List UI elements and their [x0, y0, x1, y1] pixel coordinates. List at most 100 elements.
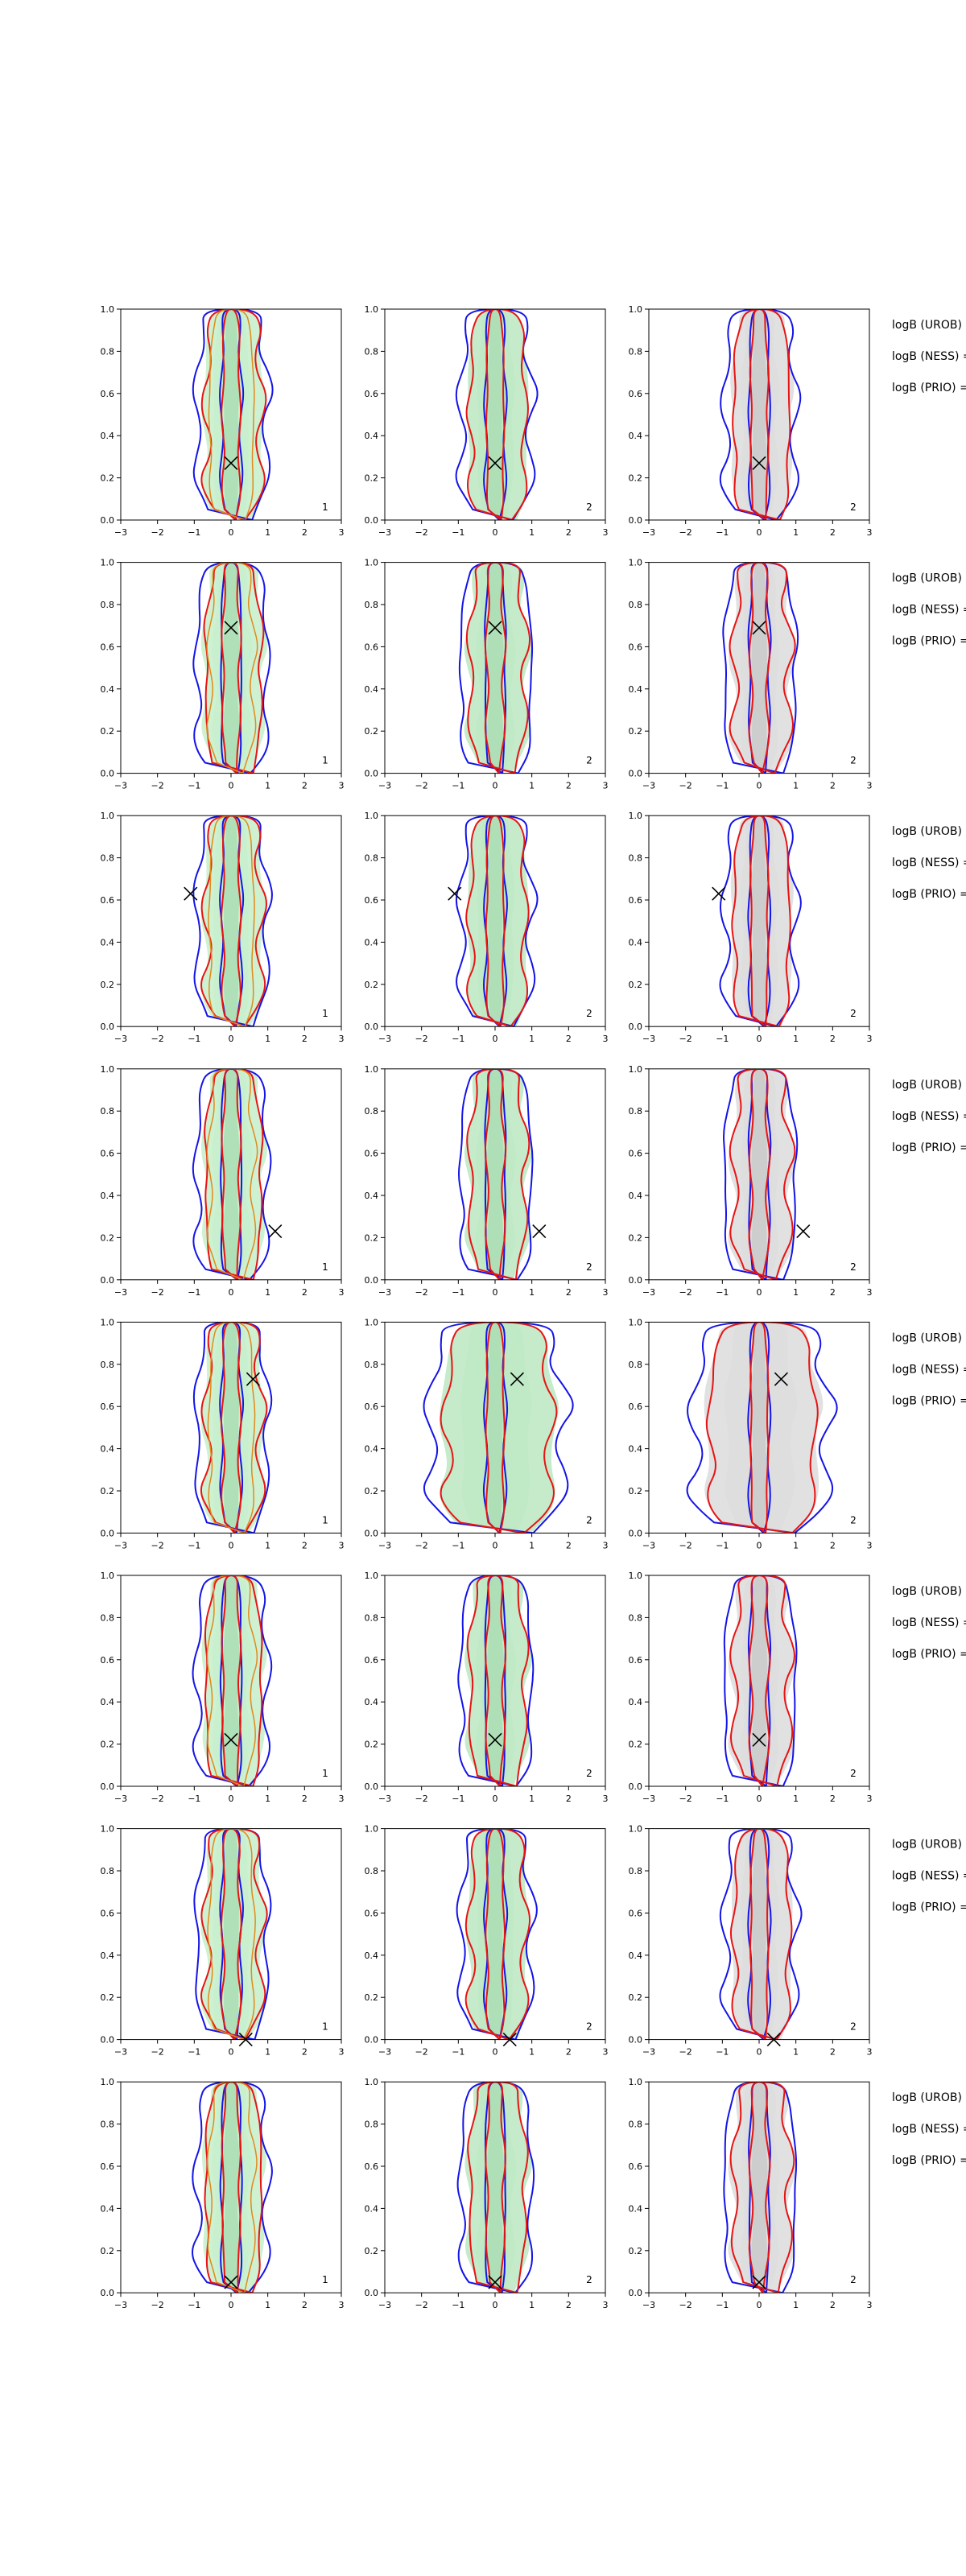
x-tick-label: −1 [188, 2047, 200, 2058]
x-tick-label: 0 [229, 2047, 234, 2058]
y-tick-label: 0.4 [365, 937, 379, 947]
y-tick-label: 0.8 [101, 600, 115, 610]
panel-r8-c3: −3 −2 −1 0 1 2 3 0.0 0.2 0.4 0.6 0.8 1.0 2 [629, 2077, 873, 2310]
y-tick-label: 0.2 [629, 1486, 643, 1496]
side-label: logB (UROB) = [892, 1079, 966, 1092]
contour-red-inner [485, 1575, 507, 1786]
x-tick-label: 0 [757, 781, 762, 791]
contour-orange [208, 815, 255, 1027]
y-tick-label: 0.6 [101, 1149, 115, 1159]
contours [192, 815, 273, 1027]
x-tick-label: −1 [716, 2300, 729, 2310]
contour-red-outer [465, 309, 529, 520]
x-tick-label: 1 [265, 527, 270, 538]
x-tick-label: 2 [302, 1794, 308, 1804]
y-tick-label: 0.2 [101, 1992, 115, 2003]
y-tick-label: 1.0 [365, 1571, 379, 1581]
y-tick-label: 0.4 [365, 1191, 379, 1201]
y-tick-label: 0.6 [629, 895, 643, 906]
panel-r5-c1: −3 −2 −1 0 1 2 3 0.0 0.2 0.4 0.6 0.8 1.0 1 [101, 1317, 345, 1550]
y-tick-label: 0.2 [101, 473, 115, 484]
contour-red-outer [465, 562, 531, 774]
contour-orange [207, 1322, 256, 1534]
y-tick-label: 1.0 [365, 558, 379, 568]
x-tick-label: −1 [188, 1034, 200, 1044]
y-tick-label: 0.8 [365, 1106, 379, 1117]
y-tick-label: 0.4 [365, 1697, 379, 1707]
y-tick-label: 0.0 [101, 2288, 115, 2298]
side-label: logB (UROB) = [892, 1585, 966, 1598]
side-label: logB (PRIO) = [892, 382, 966, 394]
contour-red-outer [729, 1068, 796, 1280]
contour-red-inner [221, 2082, 242, 2293]
side-label: logB (PRIO) = [892, 1901, 966, 1914]
x-tick-label: 0 [493, 1287, 498, 1298]
panel-r8-c1: −3 −2 −1 0 1 2 3 0.0 0.2 0.4 0.6 0.8 1.0 1 [101, 2077, 345, 2310]
density-fill-core [751, 562, 768, 774]
contour-red-inner [485, 1828, 506, 2040]
marker-x [488, 456, 502, 470]
side-label: logB (NESS) = [892, 1363, 966, 1376]
y-tick-label: 0.4 [629, 1697, 643, 1707]
x-tick-label: 2 [566, 527, 572, 538]
x-tick-label: 3 [339, 781, 345, 791]
contour-red-inner [221, 1575, 242, 1786]
x-tick-label: 3 [339, 1034, 345, 1044]
y-tick-label: 0.6 [629, 1908, 643, 1918]
marker-x [488, 1732, 502, 1747]
x-tick-label: 0 [757, 527, 762, 538]
y-tick-label: 0.6 [629, 1655, 643, 1666]
panel-r4-c2: −3 −2 −1 0 1 2 3 0.0 0.2 0.4 0.6 0.8 1.0 2 [365, 1064, 609, 1298]
marker-x [224, 621, 238, 635]
x-tick-label: 0 [229, 1794, 234, 1804]
contours [723, 1068, 799, 1280]
x-tick-label: −3 [642, 781, 655, 791]
contour-red-inner [221, 309, 242, 520]
y-tick-label: 0.6 [365, 642, 379, 652]
y-tick-label: 0.2 [365, 726, 379, 737]
panel-r5-c3: −3 −2 −1 0 1 2 3 0.0 0.2 0.4 0.6 0.8 1.0 2 [629, 1317, 873, 1550]
y-tick-label: 0.6 [629, 1149, 643, 1159]
x-tick-label: 1 [793, 1794, 799, 1804]
density-fill-core [222, 1575, 241, 1786]
x-tick-label: 2 [566, 1794, 572, 1804]
x-tick-label: 2 [830, 781, 836, 791]
y-tick-label: 0.0 [101, 1275, 115, 1286]
x-tick-label: −2 [679, 1287, 692, 1298]
y-tick-label: 0.4 [629, 1951, 643, 1961]
x-tick-label: 3 [603, 1287, 609, 1298]
panel-r1-c3: −3 −2 −1 0 1 2 3 0.0 0.2 0.4 0.6 0.8 1.0 2 [629, 304, 873, 538]
contour-blue-outer [192, 309, 274, 520]
density-fill-core [750, 2082, 768, 2293]
side-label: logB (UROB) = [892, 319, 966, 332]
side-label: logB (PRIO) = [892, 1141, 966, 1154]
panel-corner-label: 2 [850, 1768, 857, 1779]
x-tick-label: 2 [302, 2047, 308, 2058]
y-tick-label: 0.2 [101, 980, 115, 990]
density-fill-core [486, 1828, 504, 2040]
contour-red-inner [485, 309, 506, 520]
contour-red-inner [748, 562, 771, 774]
y-tick-label: 0.0 [629, 2035, 643, 2046]
marker-x [224, 2275, 238, 2289]
contour-red-inner [484, 1068, 507, 1280]
panel-corner-label: 2 [850, 1261, 857, 1273]
x-tick-label: 0 [757, 1034, 762, 1044]
x-tick-label: 3 [867, 527, 873, 538]
contour-blue-outer [192, 1068, 272, 1280]
y-tick-label: 1.0 [629, 304, 643, 315]
marker-x [752, 2275, 766, 2289]
x-tick-label: −1 [188, 1540, 200, 1550]
side-label: logB (UROB) = [892, 825, 966, 838]
x-tick-label: 2 [566, 2047, 572, 2058]
x-tick-label: 1 [265, 1287, 270, 1298]
y-tick-label: 0.2 [101, 2246, 115, 2256]
y-tick-label: 0.0 [365, 769, 379, 779]
x-tick-label: 3 [339, 1794, 345, 1804]
y-tick-label: 1.0 [629, 2077, 643, 2087]
y-tick-label: 0.4 [365, 2203, 379, 2214]
x-tick-label: −3 [642, 1794, 655, 1804]
density-fill-core [222, 1068, 241, 1280]
y-tick-label: 0.8 [101, 346, 115, 357]
contours [456, 2082, 535, 2293]
